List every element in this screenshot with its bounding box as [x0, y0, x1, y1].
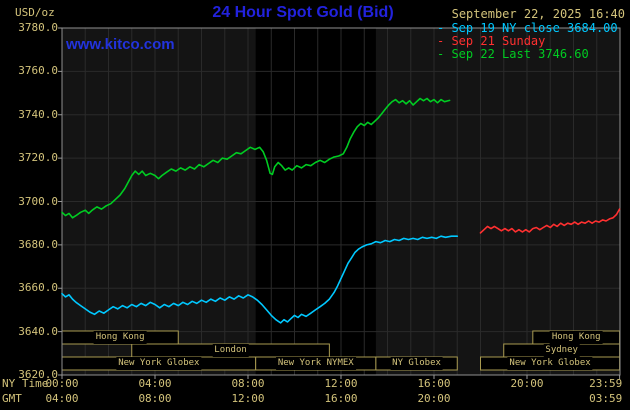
- session-label: Hong Kong: [549, 331, 603, 344]
- gmt-tick-label: 16:00: [324, 392, 358, 405]
- kitco-website-link[interactable]: www.kitco.com: [66, 36, 175, 53]
- gmt-tick-label: 04:00: [45, 392, 79, 405]
- gmt-tick-label: 03:59: [589, 392, 623, 405]
- units-label: USD/oz: [15, 6, 55, 19]
- y-tick-label: 3740.0: [18, 107, 58, 121]
- y-tick-label: 3720.0: [18, 151, 58, 165]
- ny-time-tick-label: 04:00: [138, 377, 172, 390]
- legend-entry: - Sep 19 NY close 3684.00: [437, 21, 618, 35]
- y-tick-label: 3780.0: [18, 21, 58, 34]
- series-line-sep-22-last: [61, 97, 451, 219]
- session-label: New York Globex: [507, 357, 593, 370]
- ny-time-tick-label: 16:00: [417, 377, 451, 390]
- gmt-axis-label: GMT: [2, 392, 22, 405]
- session-label: Hong Kong: [93, 331, 147, 344]
- y-tick-label: 3680.0: [18, 237, 58, 251]
- session-label: London: [212, 344, 249, 357]
- series-line-sep-19-ny-close: [61, 235, 459, 324]
- session-label: NY Globex: [390, 357, 443, 370]
- legend-entry: - Sep 22 Last 3746.60: [437, 47, 589, 61]
- gmt-tick-label: 12:00: [231, 392, 265, 405]
- legend-entry: - Sep 21 Sunday: [437, 34, 546, 48]
- series-line-sep-21-sunday: [479, 208, 621, 234]
- session-label: New York Globex: [116, 357, 202, 370]
- gmt-tick-label: 08:00: [138, 392, 172, 405]
- ny-time-tick-label: 23:59: [589, 377, 623, 390]
- y-tick-label: 3660.0: [18, 281, 58, 295]
- ny-time-tick-label: 08:00: [231, 377, 265, 390]
- y-tick-label: 3700.0: [18, 194, 58, 208]
- session-label: New York NYMEX: [275, 357, 356, 370]
- datetime-label: September 22, 2025 16:40: [451, 7, 625, 21]
- ny-time-tick-label: 12:00: [324, 377, 358, 390]
- legend: - Sep 19 NY close 3684.00- Sep 21 Sunday…: [437, 22, 618, 61]
- y-tick-label: 3620.0: [18, 368, 58, 381]
- session-label: Sydney: [543, 344, 580, 357]
- ny-time-axis-label: NY Time: [2, 377, 49, 390]
- ny-time-tick-label: 00:00: [45, 377, 79, 390]
- y-tick-label: 3760.0: [18, 64, 58, 78]
- page-title: 24 Hour Spot Gold (Bid): [212, 4, 394, 21]
- gmt-tick-label: 20:00: [417, 392, 451, 405]
- y-tick-label: 3640.0: [18, 324, 58, 338]
- ny-time-tick-label: 20:00: [510, 377, 544, 390]
